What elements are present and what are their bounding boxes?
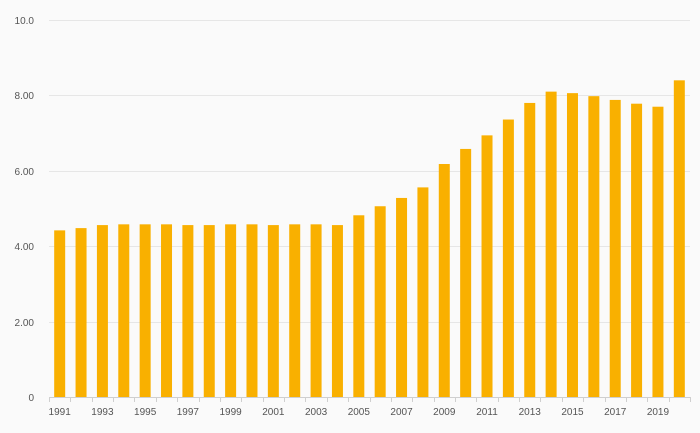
bar-2010: [460, 148, 472, 397]
x-tick-label: 1991: [49, 407, 72, 418]
x-tick-label: 2005: [348, 407, 371, 418]
y-tick-label: 0: [28, 393, 34, 404]
y-tick-label: 10.0: [15, 16, 35, 27]
y-tick-label: 8.00: [15, 91, 35, 102]
bar-2011: [481, 135, 493, 397]
y-tick-label: 6.00: [15, 167, 35, 178]
bar-1998: [203, 225, 215, 397]
x-tick-label: 1993: [91, 407, 114, 418]
bar-1993: [96, 225, 108, 397]
x-tick-label: 2015: [561, 407, 584, 418]
bar-2006: [374, 206, 386, 397]
bar-2002: [289, 224, 301, 397]
x-tick-label: 2011: [476, 407, 498, 418]
x-tick-label: 1997: [177, 407, 200, 418]
bar-2013: [524, 102, 536, 397]
bar-1992: [75, 228, 87, 397]
x-tick-label: 1999: [219, 407, 242, 418]
bar-2020: [673, 80, 685, 397]
bar-2000: [246, 224, 258, 397]
bar-1997: [182, 225, 194, 397]
bar-2001: [267, 225, 279, 397]
bar-2014: [545, 91, 557, 397]
bar-2017: [609, 99, 621, 397]
bar-2016: [588, 96, 600, 398]
bars: [54, 80, 685, 398]
bar-2004: [331, 225, 343, 397]
bar-2015: [566, 93, 578, 397]
grid-lines: [49, 20, 690, 323]
x-tick-label: 2001: [262, 407, 285, 418]
bar-2005: [353, 215, 365, 397]
x-tick-label: 2003: [305, 407, 328, 418]
y-tick-label: 2.00: [15, 318, 35, 329]
x-tick-label: 2009: [433, 407, 456, 418]
x-tick-label: 2007: [390, 407, 413, 418]
bar-2012: [502, 119, 514, 397]
bar-2003: [310, 224, 322, 397]
bar-2008: [417, 187, 429, 397]
x-axis: 1991 1993 1995 1997 1999 2001 2003 2005 2007 2009…: [49, 397, 691, 418]
y-axis-tick-labels: 0 2.00 4.00 6.00 8.00 10.0: [15, 16, 35, 404]
bar-1999: [225, 224, 237, 397]
bar-1994: [118, 224, 130, 397]
x-tick-label: 1995: [134, 407, 157, 418]
bar-1995: [139, 224, 151, 397]
x-tick-label: 2017: [604, 407, 627, 418]
bar-1996: [161, 224, 173, 397]
bar-1991: [54, 230, 66, 397]
bar-2018: [631, 103, 643, 397]
x-tick-label: 2019: [647, 407, 670, 418]
bar-2009: [438, 164, 450, 397]
y-tick-label: 4.00: [15, 242, 35, 253]
bar-2007: [396, 197, 408, 397]
x-tick-label: 2013: [519, 407, 542, 418]
bar-2019: [652, 106, 664, 398]
